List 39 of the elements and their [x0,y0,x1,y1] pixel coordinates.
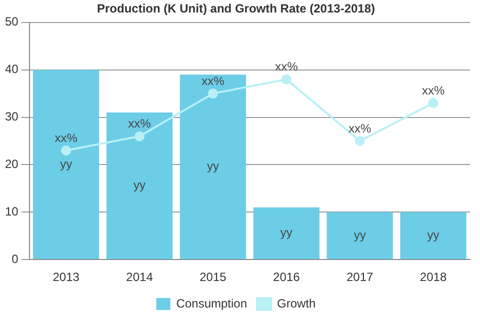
y-tick-label: 10 [4,204,19,218]
x-tick-label: 2017 [346,270,374,284]
x-tick-label: 2016 [273,270,300,284]
legend-label: Consumption [176,296,248,310]
data-label: yy [280,226,292,240]
y-tick-label: 50 [4,14,19,29]
bar [180,74,246,260]
data-label: yy [354,228,366,242]
y-tick-label: 40 [4,62,19,76]
x-tick-label: 2013 [52,270,80,284]
bar [400,212,466,260]
y-tick-label: 30 [4,110,19,124]
point [134,131,145,142]
data-label: yy [206,159,219,174]
data-label: xx% [202,74,225,88]
data-label: yy [134,178,146,192]
point [428,98,438,108]
data-label: xx% [422,83,445,98]
bar [106,112,173,260]
y-tick-label: 20 [4,157,19,172]
chart-title: Production (K Unit) and Growth Rate (2013-2018) [96,2,376,16]
data-label: xx% [128,116,152,131]
point [354,136,365,146]
bar [326,212,393,260]
point [281,74,292,84]
y-tick-label: 0 [12,252,19,266]
point [208,88,218,99]
data-label: xx% [54,130,78,145]
data-label: yy [60,156,72,171]
data-label: yy [427,228,440,242]
x-tick-label: 2015 [200,270,227,284]
point [61,145,72,156]
legend-label: Growth [277,296,316,310]
data-label: xx% [275,60,298,74]
x-tick-label: 2018 [420,270,447,284]
bar [33,70,100,260]
data-label: xx% [348,121,372,136]
x-tick-label: 2014 [126,270,154,284]
bar [253,207,320,260]
